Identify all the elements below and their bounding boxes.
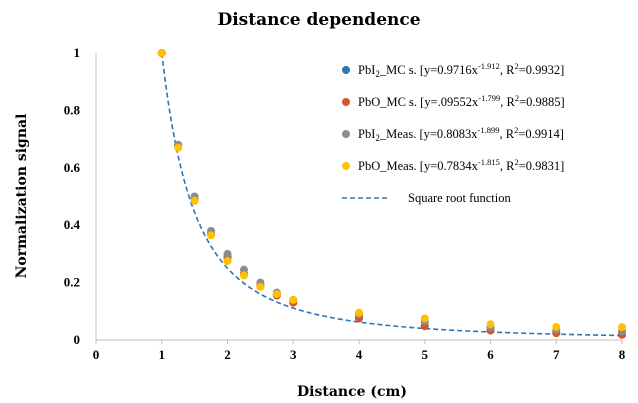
data-point (355, 308, 363, 317)
x-tick-label: 3 (290, 347, 297, 362)
legend-label: PbI2_Meas. [y=0.8083x-1.899, R2=0.9914] (358, 125, 564, 143)
series-1 (157, 49, 626, 339)
legend-label: PbI2_MC s. [y=0.9716x-1.912, R2=0.9932] (358, 61, 564, 79)
chart-title: Distance dependence (217, 10, 420, 30)
y-tick-label: 0.4 (64, 217, 81, 232)
x-axis-title: Distance (cm) (297, 384, 407, 400)
data-point (239, 271, 248, 280)
series-0 (157, 49, 626, 339)
data-point (223, 257, 232, 266)
fit-curve (160, 52, 623, 337)
data-point (272, 290, 281, 299)
legend: PbI2_MC s. [y=0.9716x-1.912, R2=0.9932] P… (342, 61, 565, 205)
data-points-layer (157, 49, 626, 339)
y-tick-label: 0 (74, 332, 81, 347)
y-axis-title: Normalization signal (14, 114, 30, 279)
x-ticks: 0 1 2 3 4 5 6 7 8 (93, 340, 626, 362)
x-tick-label: 6 (487, 347, 494, 362)
data-point (289, 295, 298, 304)
x-tick-label: 2 (224, 347, 231, 362)
data-point (486, 320, 495, 329)
legend-marker (342, 130, 350, 138)
data-point (157, 49, 166, 57)
series-2 (157, 49, 626, 336)
data-point (552, 323, 561, 332)
y-tick-label: 0.2 (64, 275, 80, 290)
data-point (239, 265, 248, 274)
series-3 (157, 49, 626, 332)
data-point (207, 231, 216, 240)
legend-marker (342, 66, 350, 74)
data-point (618, 323, 626, 332)
data-point (174, 143, 183, 152)
data-point (256, 282, 265, 291)
legend-label: PbO_Meas. [y=0.7834x-1.815, R2=0.9831] (358, 157, 564, 173)
fit-curve-layer (160, 52, 623, 337)
x-tick-label: 1 (159, 347, 166, 362)
y-tick-label: 0.6 (64, 160, 81, 175)
legend-fit-label: Square root function (408, 191, 512, 205)
x-tick-label: 0 (93, 347, 100, 362)
y-ticks: 0 0.2 0.4 0.6 0.8 1 (64, 45, 81, 347)
x-tick-label: 8 (619, 347, 626, 362)
data-point (223, 249, 232, 258)
x-tick-label: 4 (356, 347, 363, 362)
x-tick-label: 7 (553, 347, 560, 362)
x-tick-label: 5 (422, 347, 429, 362)
legend-marker (342, 162, 350, 170)
y-tick-label: 0.8 (64, 102, 81, 117)
legend-label: PbO_MC s. [y=.09552x-1.799, R2=0.9885] (358, 93, 565, 109)
data-point (420, 314, 429, 323)
legend-marker (342, 98, 350, 106)
y-tick-label: 1 (74, 45, 81, 60)
data-point (190, 196, 199, 205)
